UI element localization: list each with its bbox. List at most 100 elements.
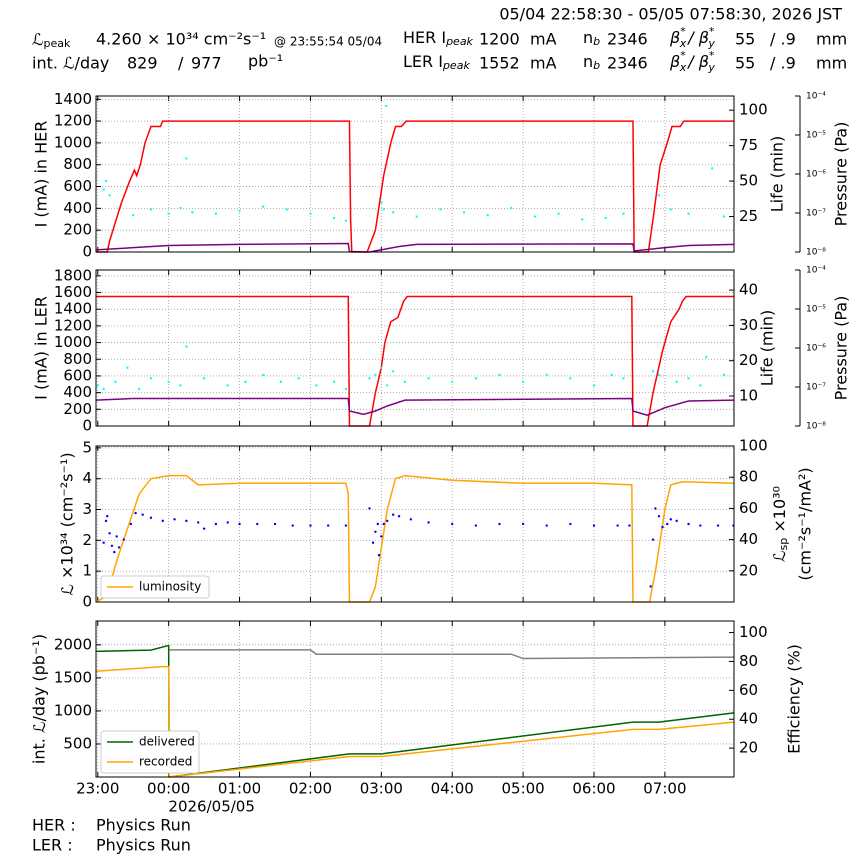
point — [675, 380, 678, 384]
point — [226, 384, 229, 387]
header-row2: int. ℒ/day 829 / 977 pb⁻¹ LER Ipeak 1552… — [32, 49, 847, 74]
sep: / — [178, 54, 184, 73]
y-tick-label: 400 — [63, 199, 92, 217]
point — [397, 515, 401, 518]
y-tick-label: 1600 — [54, 283, 92, 301]
her-state: Physics Run — [96, 816, 191, 835]
her-ipeak-label: HER Ipeak — [403, 28, 474, 49]
point — [137, 387, 141, 391]
subscript: b — [593, 35, 600, 48]
point — [161, 519, 164, 523]
her-label: HER : — [32, 816, 76, 835]
point — [699, 524, 702, 527]
x-tick-label: 23:00 — [76, 780, 119, 798]
int-lumi-value2: 977 — [191, 54, 222, 73]
point — [114, 380, 117, 384]
point — [651, 538, 655, 541]
point — [256, 522, 259, 526]
n: n — [583, 28, 593, 47]
subscript: b — [593, 59, 600, 72]
point — [666, 522, 669, 526]
ler-ipeak: 1552 — [479, 54, 520, 73]
point — [380, 366, 383, 369]
point — [716, 524, 720, 527]
point — [699, 384, 702, 387]
point — [386, 384, 389, 387]
point — [687, 377, 690, 380]
static-labels: ℒ ×10³⁴ (cm⁻²s⁻¹) ℒsp ×10³⁰ (cm⁻²s⁻¹/mA²… — [30, 452, 815, 764]
y3-tick-label: 10⁻⁴ — [806, 266, 826, 276]
series-line — [169, 649, 735, 660]
y2-tick-label: 30 — [739, 316, 758, 334]
point — [382, 208, 385, 211]
point — [202, 377, 206, 380]
point — [344, 219, 348, 222]
point — [622, 377, 625, 380]
plot-frame — [95, 620, 735, 778]
y-tick-label: 1 — [82, 562, 92, 580]
int-lumi-label: int. ℒ/day — [32, 54, 109, 73]
point — [474, 524, 478, 527]
point — [675, 519, 678, 523]
y2-label: (cm⁻²s⁻¹/mA²) — [796, 467, 815, 580]
y-label: ℒ ×10³⁴ (cm⁻²s⁻¹) — [58, 452, 77, 595]
point — [380, 201, 383, 204]
beta-label: β* x / β* y — [669, 25, 715, 50]
panel: 23:00 00:00 01:00 02:00 03:00 04:00 05:00 06:00… — [54, 620, 768, 816]
y3-tick-label: 10⁻⁸ — [806, 248, 826, 258]
point — [238, 522, 241, 526]
legend-box — [100, 575, 210, 599]
point — [132, 213, 135, 217]
series-line — [95, 242, 735, 253]
point — [557, 212, 560, 215]
point — [244, 380, 247, 384]
y-tick-label: 1800 — [54, 266, 92, 284]
footer: HER : Physics Run LER : Physics Run — [32, 816, 191, 855]
her-ipeak: 1200 — [479, 30, 520, 49]
point — [427, 377, 430, 380]
point — [297, 377, 300, 380]
point — [580, 218, 584, 221]
lumi-unit: × 10³⁴ cm⁻²s⁻¹ — [147, 30, 266, 49]
y-tick-label: 200 — [63, 400, 92, 418]
series-line — [95, 665, 735, 778]
unit: pb⁻¹ — [248, 52, 283, 71]
legend-label: delivered — [139, 735, 195, 749]
y-tick-label: 200 — [63, 221, 92, 239]
y2-tick-label: 25 — [739, 207, 758, 225]
point — [610, 373, 613, 377]
point — [498, 373, 501, 377]
point — [315, 384, 318, 387]
point — [374, 373, 377, 377]
y3-tick-label: 10⁻⁶ — [806, 344, 826, 354]
point — [657, 515, 661, 518]
point — [238, 209, 241, 213]
unit: mm — [816, 30, 847, 49]
point — [185, 345, 188, 348]
x-tick-label: 03:00 — [360, 780, 403, 798]
subscript: peak — [445, 35, 473, 48]
point — [628, 524, 631, 527]
point — [569, 377, 572, 380]
point — [427, 521, 430, 524]
point — [110, 544, 114, 548]
point — [117, 546, 121, 549]
point — [149, 377, 153, 380]
point — [179, 206, 182, 210]
y3-label: Pressure (Pa) — [832, 122, 851, 227]
point — [657, 194, 661, 197]
y3-label: Pressure (Pa) — [832, 296, 851, 401]
int-lumi-value: 829 — [127, 54, 158, 73]
series-line — [95, 644, 735, 778]
panel: 0 200 400 600 800 1000 1200 1400 25 50 75 100 10⁻⁸ 10… — [54, 90, 826, 261]
y2-tick-label: 80 — [739, 652, 758, 670]
y3-tick-label: 10⁻⁷ — [806, 209, 826, 219]
point — [214, 212, 218, 215]
y-tick-label: 400 — [63, 383, 92, 401]
point — [474, 377, 478, 380]
plot-frame — [95, 269, 735, 427]
point — [108, 194, 111, 197]
y3-tick-label: 10⁻⁸ — [806, 422, 826, 432]
y2-tick-label: 100 — [739, 437, 768, 455]
